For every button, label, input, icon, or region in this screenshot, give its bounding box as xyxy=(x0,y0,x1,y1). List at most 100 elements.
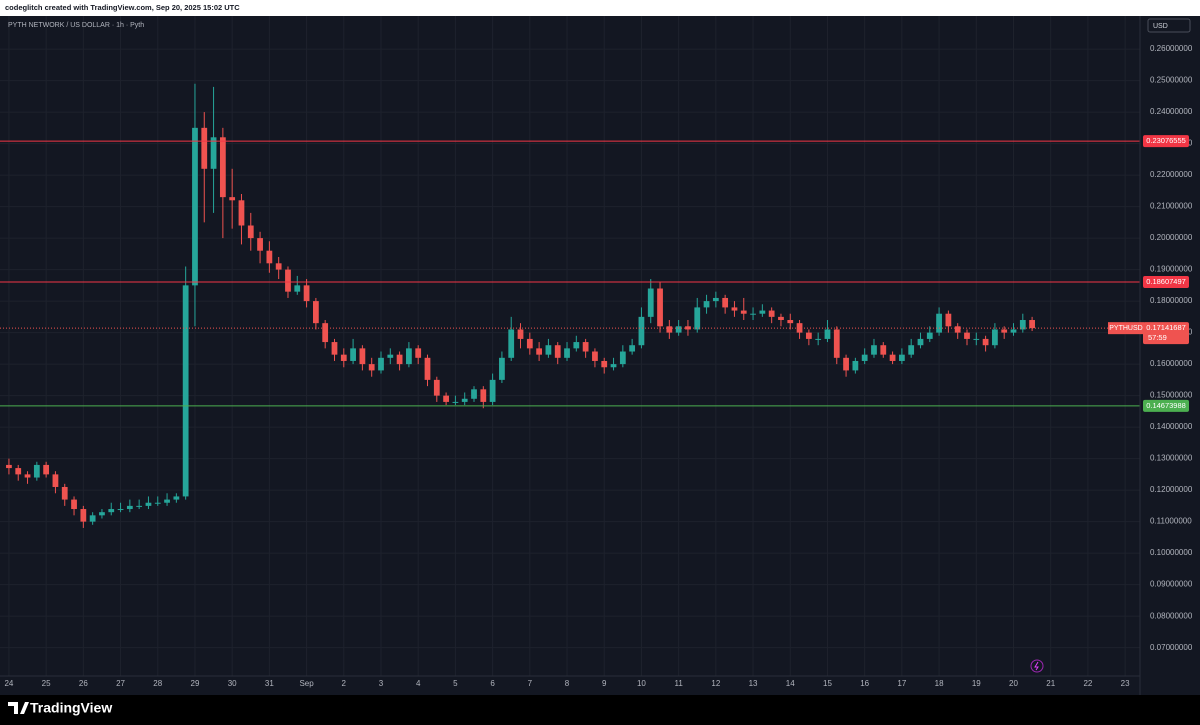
y-tick-label: 0.08000000 xyxy=(1150,611,1193,620)
x-tick-label: 5 xyxy=(453,679,458,688)
candle-body xyxy=(145,502,152,506)
candle-body xyxy=(433,379,440,396)
last-price-label: 0.17141687 xyxy=(1146,323,1186,332)
level-badge xyxy=(1143,275,1189,288)
candle-body xyxy=(1001,329,1008,333)
candle-body xyxy=(564,348,570,358)
candle-body xyxy=(629,345,636,352)
candle-body xyxy=(582,342,589,352)
candle-body xyxy=(275,263,282,270)
candle-body xyxy=(805,332,812,339)
candle-body xyxy=(992,329,998,346)
candle-body xyxy=(489,379,496,402)
y-tick-label: 0.09000000 xyxy=(1150,580,1193,589)
chart-background xyxy=(0,16,1200,695)
y-tick-label: 0.12000000 xyxy=(1150,485,1193,494)
brand-logo xyxy=(8,702,29,714)
plot xyxy=(0,83,1140,528)
x-tick-label: 24 xyxy=(4,679,13,688)
x-tick-label: 21 xyxy=(1046,679,1055,688)
candle-body xyxy=(303,285,310,302)
x-tick-label: 27 xyxy=(116,679,125,688)
candle-body xyxy=(257,238,263,251)
currency-label[interactable]: USD xyxy=(1153,23,1168,30)
x-tick-label: Sep xyxy=(299,679,314,688)
candle-body xyxy=(768,310,775,317)
candle-body xyxy=(592,351,598,361)
y-tick-label: 0.26000000 xyxy=(1150,44,1193,53)
candle-body xyxy=(322,323,329,343)
x-tick-label: 20 xyxy=(1009,679,1018,688)
candle-body xyxy=(926,332,933,339)
candle-body xyxy=(954,326,961,333)
x-tick-label: 14 xyxy=(786,679,795,688)
y-tick-label: 0.13000000 xyxy=(1150,454,1193,463)
symbol-label: PYTHUSD xyxy=(1109,325,1142,332)
x-tick-label: 2 xyxy=(342,679,347,688)
candle-body xyxy=(945,313,952,327)
candle-body xyxy=(499,357,505,380)
x-tick-label: 13 xyxy=(749,679,758,688)
candle-body xyxy=(675,326,682,333)
candle-body xyxy=(601,360,608,368)
candle-body xyxy=(192,127,198,286)
candle-body xyxy=(936,313,942,333)
y-tick-label: 0.07000000 xyxy=(1150,643,1193,652)
candle-body xyxy=(331,342,338,355)
candle-body xyxy=(610,364,617,368)
candle-body xyxy=(461,398,468,402)
candle-body xyxy=(99,512,105,516)
candle-body xyxy=(378,357,384,371)
candle-body xyxy=(759,310,766,314)
candle-body xyxy=(843,357,849,371)
candle-body xyxy=(517,329,524,339)
y-tick-label: 0.15000000 xyxy=(1150,391,1193,400)
candle-body xyxy=(154,502,161,504)
candle-body xyxy=(703,301,710,308)
candle-body xyxy=(666,326,673,333)
candle-body xyxy=(545,345,552,355)
candle-body xyxy=(619,351,626,365)
x-tick-label: 7 xyxy=(528,679,533,688)
candle-body xyxy=(731,307,738,311)
candle-body xyxy=(6,464,12,469)
level-badge xyxy=(1143,135,1189,148)
candle-body xyxy=(694,307,701,330)
candle-body xyxy=(536,348,543,355)
candle-body xyxy=(1019,320,1026,330)
candle-body xyxy=(452,401,459,403)
x-tick-label: 9 xyxy=(602,679,607,688)
candle-body xyxy=(573,342,580,349)
axes: 0.260000000.250000000.240000000.23000000… xyxy=(4,44,1192,688)
candle-body xyxy=(136,505,143,507)
candle-body xyxy=(964,332,970,339)
x-tick-label: 26 xyxy=(79,679,88,688)
last-price-badge xyxy=(1143,322,1189,345)
header-bar xyxy=(0,0,1200,16)
candle-body xyxy=(415,348,422,358)
x-tick-label: 6 xyxy=(490,679,495,688)
event-icon[interactable] xyxy=(1030,659,1044,673)
candle-body xyxy=(219,137,226,198)
candle-body xyxy=(15,468,22,475)
footer-bar xyxy=(0,695,1200,725)
candle-body xyxy=(89,515,96,522)
candle-body xyxy=(406,348,412,365)
candle-body xyxy=(71,499,77,510)
x-tick-label: 30 xyxy=(228,679,237,688)
candle-body xyxy=(508,329,515,358)
x-tick-label: 8 xyxy=(565,679,570,688)
x-tick-label: 19 xyxy=(972,679,981,688)
currency-box[interactable] xyxy=(1147,18,1191,33)
candle-body xyxy=(424,357,431,380)
candle-body xyxy=(480,389,487,402)
candle-body xyxy=(852,360,859,371)
candle-body xyxy=(1010,329,1017,333)
x-tick-label: 18 xyxy=(935,679,944,688)
candle-body xyxy=(266,250,273,264)
y-tick-label: 0.18000000 xyxy=(1150,296,1193,305)
candle-body xyxy=(43,464,50,475)
candle-body xyxy=(247,225,254,239)
y-tick-label: 0.11000000 xyxy=(1150,517,1192,526)
y-tick-label: 0.10000000 xyxy=(1150,548,1193,557)
